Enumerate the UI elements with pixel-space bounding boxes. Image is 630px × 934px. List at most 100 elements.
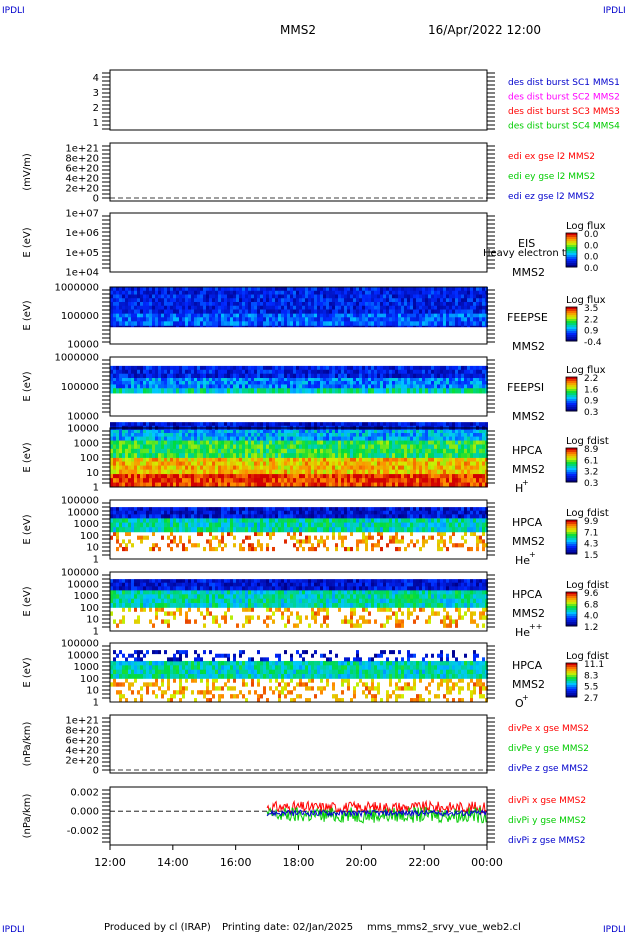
legend-entry: divPi y gse MMS2 (508, 816, 586, 826)
y-axis-label: (nPa/km) (22, 722, 33, 767)
y-tick-label: 1000000 (54, 353, 99, 364)
legend-entry: divPi z gse MMS2 (508, 836, 585, 846)
panel-EIS: 1e+04 1e+05 1e+06 1e+07 E (eV) EIS MMS2 Heavy e… (22, 209, 606, 280)
y-tick-label: 3 (93, 88, 99, 99)
species-charge: + (529, 550, 536, 559)
colorbar-3 (565, 306, 578, 342)
legend-entry: edi ey gse l2 MMS2 (508, 172, 595, 182)
y-tick-label: 8e+20 (65, 726, 99, 737)
panel-frame (109, 499, 488, 560)
overlay-label: Heavy electron to (483, 248, 572, 259)
y-tick-label: 100 (80, 674, 99, 685)
legend-entry: des dist burst SC1 MMS1 (508, 78, 620, 88)
y-tick-label: 0 (93, 766, 99, 777)
footer-script-name: mms_mms2_srvy_vue_web2.cl (367, 922, 521, 933)
panel-frame (109, 69, 488, 131)
y-tick-label: 10 (86, 686, 99, 697)
x-tick-label: 12:00 (94, 856, 126, 869)
y-tick-label: 10000 (67, 424, 99, 435)
colorbar-5 (565, 447, 578, 483)
y-tick-label: 10 (86, 615, 99, 626)
colorbar-tick-label: 11.1 (584, 660, 604, 670)
colorbar-4 (565, 376, 578, 412)
series-line-2 (266, 806, 487, 824)
panel-frame (109, 714, 488, 774)
colorbar-tick-label: 8.3 (584, 671, 598, 681)
corner-label-bottom-right: IPDLI (603, 925, 626, 934)
y-axis-label: (mV/m) (22, 153, 33, 191)
x-tick-label: 14:00 (157, 856, 189, 869)
species-charge: + (522, 478, 529, 487)
y-tick-label: 1e+21 (65, 144, 99, 155)
y-axis-label: (nPa/km) (22, 794, 33, 839)
y-tick-label: 1e+06 (65, 228, 99, 239)
colorbar-tick-label: 0.0 (584, 241, 599, 251)
panels-group: 1 2 3 4 des dist burst SC1 MMS1 des dist burs… (22, 69, 620, 846)
y-tick-label: 1000 (74, 438, 99, 449)
colorbar-tick-label: 9.6 (584, 589, 599, 599)
datetime-title: 16/Apr/2022 12:00 (428, 23, 541, 37)
legend-entry: divPe y gse MMS2 (508, 744, 589, 754)
colorbar-2 (565, 232, 578, 268)
y-tick-label: 2e+20 (65, 184, 99, 195)
colorbar-tick-label: 8.9 (584, 445, 599, 455)
spacecraft-label: MMS2 (512, 463, 545, 476)
spacecraft-label: MMS2 (512, 410, 545, 423)
colorbar-title-8: Log fdist (566, 651, 609, 662)
y-tick-label: 4 (93, 73, 99, 84)
y-axis-label: E (eV) (22, 442, 33, 472)
y-tick-label: 1e+04 (65, 268, 99, 279)
y-tick-label: 10 (86, 543, 99, 554)
instrument-label: FEEPSI (507, 381, 544, 394)
colorbar-tick-label: 1.5 (584, 551, 598, 561)
colorbar-tick-label: 0.9 (584, 327, 599, 337)
y-tick-label: 100 (80, 603, 99, 614)
y-tick-label: -0.002 (67, 826, 99, 837)
panel-FEEPSE: 10000 100000 1000000 E (eV) FEEPSE MMS2 Log fl… (22, 283, 606, 354)
colorbar-tick-label: 4.3 (584, 540, 598, 550)
colorbar-tick-label: 0.0 (584, 230, 599, 240)
x-axis: 12:00 14:00 16:00 18:00 20:00 22:00 00:00 (94, 845, 503, 869)
spacecraft-label: MMS2 (512, 340, 545, 353)
y-tick-label: 1 (93, 698, 99, 709)
colorbar-tick-label: 2.7 (584, 694, 598, 704)
species-charge: ++ (529, 622, 542, 631)
y-tick-label: 10000 (67, 650, 99, 661)
colorbar-title-7: Log fdist (566, 580, 609, 591)
colorbar-tick-label: 1.2 (584, 623, 598, 633)
y-tick-label: 100000 (61, 568, 99, 579)
y-axis-label: E (eV) (22, 514, 33, 544)
colorbar-title-6: Log fdist (566, 508, 609, 519)
colorbar-tick-label: -0.4 (584, 338, 602, 348)
y-tick-label: 1 (93, 118, 99, 129)
colorbar-tick-label: 2.2 (584, 315, 598, 325)
colorbar-tick-label: 9.9 (584, 517, 599, 527)
y-axis-label: E (eV) (22, 300, 33, 330)
spacecraft-label: MMS2 (512, 535, 545, 548)
y-axis-label: E (eV) (22, 371, 33, 401)
y-tick-label: 6e+20 (65, 736, 99, 747)
y-tick-label: 100 (80, 453, 99, 464)
y-tick-label: 2e+20 (65, 756, 99, 767)
spacecraft-label: MMS2 (512, 607, 545, 620)
colorbar-tick-label: 0.0 (584, 264, 599, 274)
y-tick-label: 1e+21 (65, 716, 99, 727)
y-tick-label: 1000 (74, 591, 99, 602)
y-tick-label: 1 (93, 555, 99, 566)
y-tick-label: 100000 (61, 382, 99, 393)
colorbar-tick-label: 0.0 (584, 253, 599, 263)
species-charge: + (522, 693, 529, 702)
colorbar-tick-label: 7.1 (584, 528, 598, 538)
panel-frame (109, 356, 488, 417)
legend-entry: divPi x gse MMS2 (508, 796, 586, 806)
species-label: H (515, 482, 523, 495)
series-line-3 (266, 808, 487, 818)
panel-frame (109, 142, 488, 202)
series-line-1 (266, 799, 487, 815)
y-tick-label: 0.002 (70, 787, 99, 798)
colorbar-tick-label: 5.5 (584, 683, 598, 693)
instrument-label: HPCA (512, 588, 543, 601)
y-tick-label: 100000 (61, 496, 99, 507)
